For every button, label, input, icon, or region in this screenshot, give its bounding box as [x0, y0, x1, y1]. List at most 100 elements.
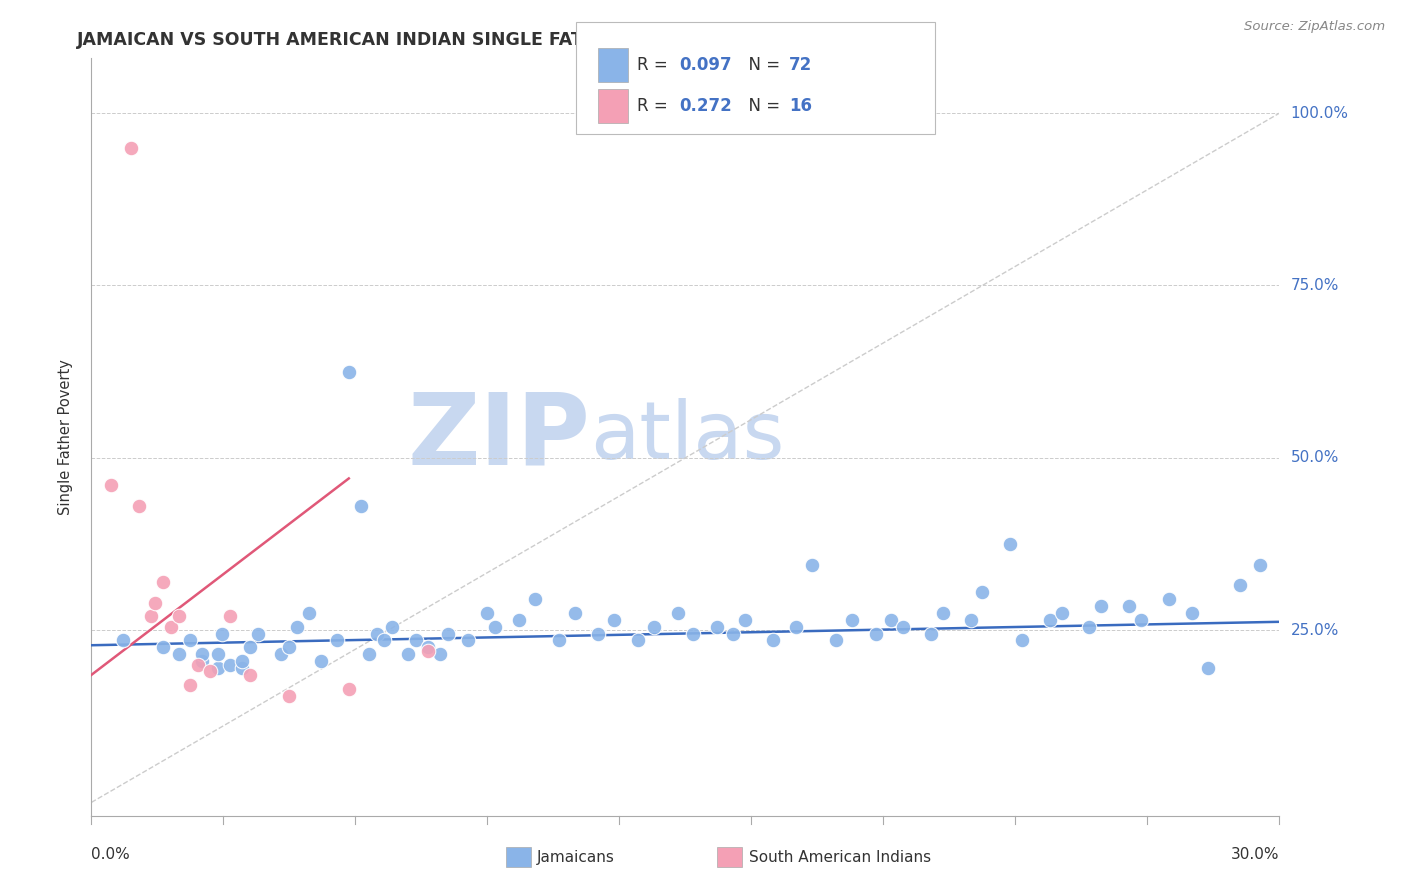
Point — [187, 657, 209, 672]
Point — [285, 619, 308, 633]
Text: 75.0%: 75.0% — [1291, 278, 1339, 293]
Text: ZIP: ZIP — [408, 389, 591, 485]
Point — [139, 609, 162, 624]
Text: 16: 16 — [789, 97, 811, 115]
Text: Source: ZipAtlas.com: Source: ZipAtlas.com — [1244, 20, 1385, 33]
Point — [785, 619, 807, 633]
Point — [477, 606, 499, 620]
Point — [179, 633, 201, 648]
Point — [128, 499, 150, 513]
Text: 25.0%: 25.0% — [1291, 623, 1339, 638]
Point — [721, 626, 744, 640]
Point — [1249, 558, 1271, 572]
Point — [246, 626, 269, 640]
Point — [366, 626, 388, 640]
Point — [337, 681, 360, 696]
Point — [350, 499, 373, 513]
Point — [825, 633, 848, 648]
Point — [211, 626, 233, 640]
Point — [1157, 592, 1180, 607]
Point — [932, 606, 955, 620]
Point — [891, 619, 914, 633]
Point — [523, 592, 546, 607]
Text: 0.0%: 0.0% — [91, 847, 131, 862]
Point — [865, 626, 887, 640]
Point — [373, 633, 395, 648]
Text: N =: N = — [738, 56, 786, 74]
Point — [880, 613, 903, 627]
Point — [326, 633, 349, 648]
Point — [627, 633, 650, 648]
Text: 0.097: 0.097 — [679, 56, 731, 74]
Point — [484, 619, 506, 633]
Point — [191, 647, 214, 661]
Point — [120, 140, 142, 154]
Point — [231, 661, 253, 675]
Point — [167, 609, 190, 624]
Point — [972, 585, 994, 599]
Point — [706, 619, 728, 633]
Text: 100.0%: 100.0% — [1291, 105, 1348, 120]
Point — [207, 647, 229, 661]
Point — [801, 558, 824, 572]
Point — [405, 633, 427, 648]
Text: R =: R = — [637, 97, 673, 115]
Text: 72: 72 — [789, 56, 813, 74]
Point — [998, 537, 1021, 551]
Point — [143, 595, 166, 609]
Point — [278, 640, 301, 655]
Point — [167, 647, 190, 661]
Point — [191, 654, 214, 668]
Point — [152, 640, 174, 655]
Text: South American Indians: South American Indians — [749, 850, 932, 864]
Point — [231, 654, 253, 668]
Point — [179, 678, 201, 692]
Point — [1011, 633, 1033, 648]
Point — [270, 647, 292, 661]
Point — [239, 640, 262, 655]
Point — [159, 619, 181, 633]
Point — [396, 647, 419, 661]
Point — [1229, 578, 1251, 592]
Point — [239, 668, 262, 682]
Point — [100, 478, 122, 492]
Point — [761, 633, 783, 648]
Point — [547, 633, 569, 648]
Point — [1118, 599, 1140, 613]
Point — [357, 647, 380, 661]
Y-axis label: Single Father Poverty: Single Father Poverty — [58, 359, 73, 515]
Text: atlas: atlas — [591, 398, 785, 476]
Point — [309, 654, 332, 668]
Point — [1129, 613, 1152, 627]
Point — [219, 609, 242, 624]
Point — [666, 606, 689, 620]
Point — [1090, 599, 1112, 613]
Point — [1197, 661, 1219, 675]
Point — [112, 633, 135, 648]
Point — [457, 633, 479, 648]
Point — [200, 665, 222, 679]
Point — [603, 613, 626, 627]
Point — [682, 626, 704, 640]
Point — [1078, 619, 1101, 633]
Text: N =: N = — [738, 97, 786, 115]
Point — [841, 613, 863, 627]
Point — [643, 619, 665, 633]
Point — [207, 661, 229, 675]
Point — [381, 619, 404, 633]
Point — [564, 606, 586, 620]
Point — [436, 626, 458, 640]
Point — [1050, 606, 1073, 620]
Text: R =: R = — [637, 56, 673, 74]
Point — [1181, 606, 1204, 620]
Point — [219, 657, 242, 672]
Point — [416, 640, 439, 655]
Point — [1039, 613, 1062, 627]
Text: 30.0%: 30.0% — [1232, 847, 1279, 862]
Point — [337, 365, 360, 379]
Point — [588, 626, 610, 640]
Point — [734, 613, 756, 627]
Text: 0.272: 0.272 — [679, 97, 733, 115]
Point — [152, 574, 174, 589]
Point — [920, 626, 942, 640]
